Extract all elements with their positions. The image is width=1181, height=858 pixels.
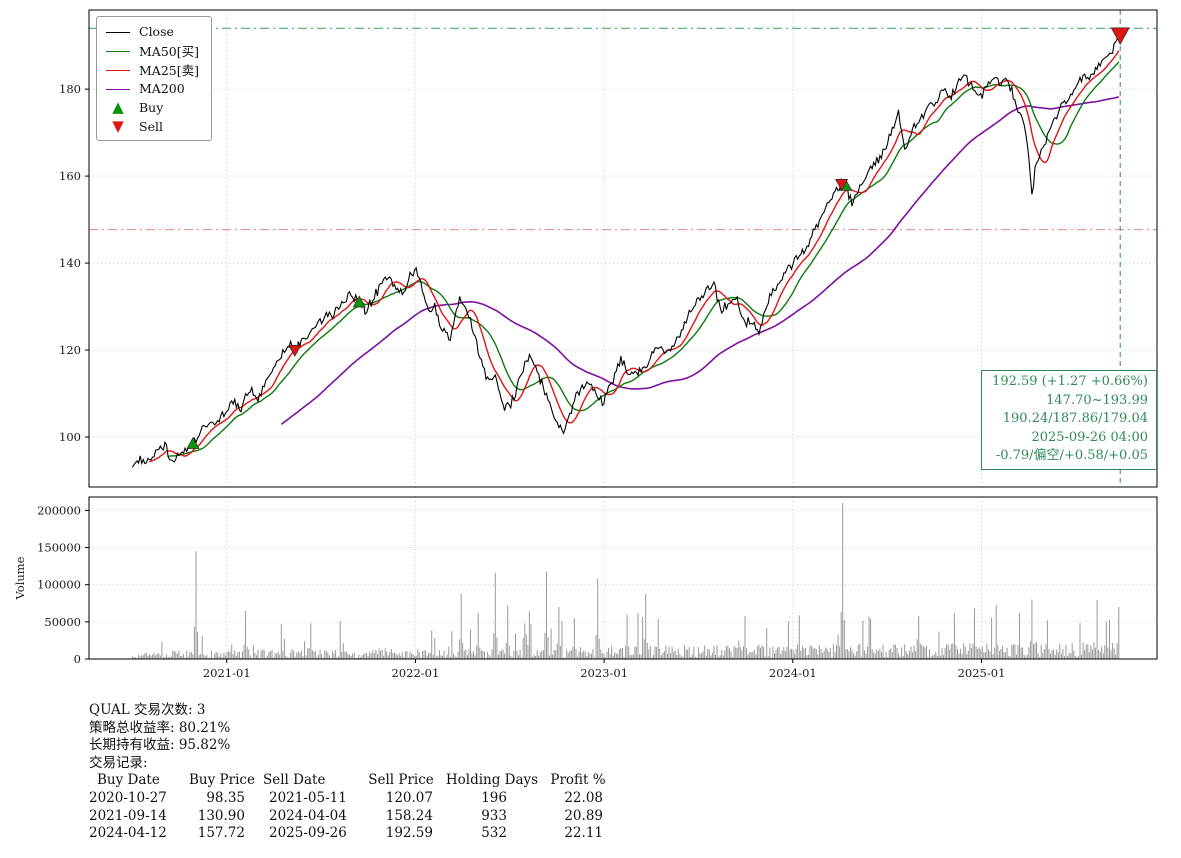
close-line-sample (105, 24, 131, 39)
svg-text:2024-01: 2024-01 (769, 666, 817, 680)
sell-date: 2025-09-26 (269, 825, 347, 842)
svg-text:100000: 100000 (37, 578, 81, 592)
profit-pct: 22.11 (564, 825, 603, 842)
chart-canvas: 100 120 140 160 180 0 50000 100000 150000 200000 2… (13, 9, 1158, 680)
svg-text:2023-01: 2023-01 (580, 666, 628, 680)
ma25-line (149, 50, 1120, 463)
svg-text:200000: 200000 (37, 503, 81, 517)
sell-price: 158.24 (385, 807, 433, 824)
buy-date: 2021-09-14 (89, 807, 167, 824)
triangle-up-icon: ▲ (112, 98, 124, 116)
legend-label: Sell (139, 118, 163, 134)
volume-bars (131, 502, 1120, 659)
grid-lines (89, 10, 1157, 660)
strategy-summary: QUAL 交易次数: 3 策略总收益率: 80.21% 长期持有收益: 95.8… (89, 702, 615, 843)
legend-item-ma200: MA200 (105, 80, 199, 96)
annotation-signal: -0.79/偏空/+0.58/+0.05 (995, 448, 1148, 464)
sell-date: 2021-05-11 (269, 789, 347, 806)
svg-text:Volume: Volume (13, 556, 27, 600)
trade-records-title: 交易记录: (89, 754, 148, 771)
legend-label: Buy (139, 99, 164, 115)
triangle-down-icon: ▼ (112, 117, 124, 135)
buy-markers (186, 178, 853, 449)
profit-pct: 22.08 (564, 789, 603, 806)
svg-text:50000: 50000 (44, 615, 81, 629)
axes (88, 9, 1158, 660)
svg-text:100: 100 (59, 430, 81, 444)
trade-count-line: QUAL 交易次数: 3 (89, 702, 206, 718)
legend-label: MA200 (139, 80, 185, 96)
svg-text:120: 120 (59, 343, 81, 357)
svg-text:150000: 150000 (37, 541, 81, 555)
svg-text:0: 0 (74, 652, 81, 666)
trade-row: 2024-04-12 157.72 2025-09-26 192.59 532 … (89, 825, 615, 843)
buy-price: 157.72 (197, 825, 245, 842)
ma50-line (167, 61, 1120, 458)
sell-date: 2024-04-04 (269, 807, 347, 824)
legend-label: MA25[卖] (139, 62, 199, 78)
col-header-buy-price: Buy Price (189, 772, 255, 789)
trade-row: 2020-10-27 98.35 2021-05-11 120.07 196 2… (89, 790, 615, 808)
buy-price: 98.35 (206, 789, 245, 806)
svg-text:2025-01: 2025-01 (958, 666, 1006, 680)
price-annotation-box: 192.59 (+1.27 +0.66%) 147.70~193.99 190.… (981, 370, 1157, 470)
hold-return-line: 长期持有收益: 95.82% (89, 737, 231, 754)
sell-price: 120.07 (385, 789, 433, 806)
svg-text:2021-01: 2021-01 (203, 666, 251, 680)
annotation-range: 147.70~193.99 (1046, 392, 1148, 408)
trade-records-table: Buy Date Buy Price Sell Date Sell Price … (89, 772, 615, 842)
trade-row: 2021-09-14 130.90 2024-04-04 158.24 933 … (89, 808, 615, 826)
holding-days: 532 (481, 825, 507, 842)
legend-item-close: Close (105, 23, 199, 39)
annotation-ma-values: 190.24/187.86/179.04 (1002, 411, 1148, 427)
col-header-sell-date: Sell Date (263, 772, 326, 789)
tick-labels: 100 120 140 160 180 0 50000 100000 150000 200000 2… (13, 82, 1005, 680)
legend-item-sell: ▼ Sell (105, 118, 199, 134)
sell-price: 192.59 (385, 825, 433, 842)
svg-text:2022-01: 2022-01 (392, 666, 440, 680)
buy-date: 2024-04-12 (89, 825, 167, 842)
ma25-line-sample (105, 62, 131, 77)
col-header-profit: Profit % (550, 772, 606, 789)
ma50-line-sample (105, 43, 131, 58)
col-header-sell-price: Sell Price (368, 772, 434, 789)
legend-label: MA50[买] (139, 43, 199, 59)
trade-table-header: Buy Date Buy Price Sell Date Sell Price … (89, 772, 615, 790)
ma200-line (280, 96, 1120, 426)
buy-date: 2020-10-27 (89, 789, 167, 806)
col-header-buy-date: Buy Date (97, 772, 160, 789)
legend-label: Close (139, 23, 174, 39)
svg-text:180: 180 (59, 82, 81, 96)
sell-markers (288, 27, 1130, 357)
close-line (131, 34, 1120, 468)
holding-days: 933 (481, 807, 507, 824)
holding-days: 196 (481, 789, 507, 806)
annotation-timestamp: 2025-09-26 04:00 (1031, 429, 1148, 445)
svg-text:140: 140 (59, 256, 81, 270)
buy-price: 130.90 (197, 807, 245, 824)
annotation-last-price: 192.59 (+1.27 +0.66%) (992, 374, 1148, 389)
legend-item-buy: ▲ Buy (105, 99, 199, 115)
strategy-return-line: 策略总收益率: 80.21% (89, 719, 231, 736)
legend-item-ma25: MA25[卖] (105, 61, 199, 78)
ma200-line-sample (105, 81, 131, 96)
col-header-holding-days: Holding Days (445, 772, 539, 789)
profit-pct: 20.89 (564, 807, 603, 824)
svg-text:160: 160 (59, 169, 81, 183)
chart-legend: Close MA50[买] MA25[卖] MA200 ▲ Buy ▼ Sell (96, 16, 212, 141)
legend-item-ma50: MA50[买] (105, 42, 199, 59)
